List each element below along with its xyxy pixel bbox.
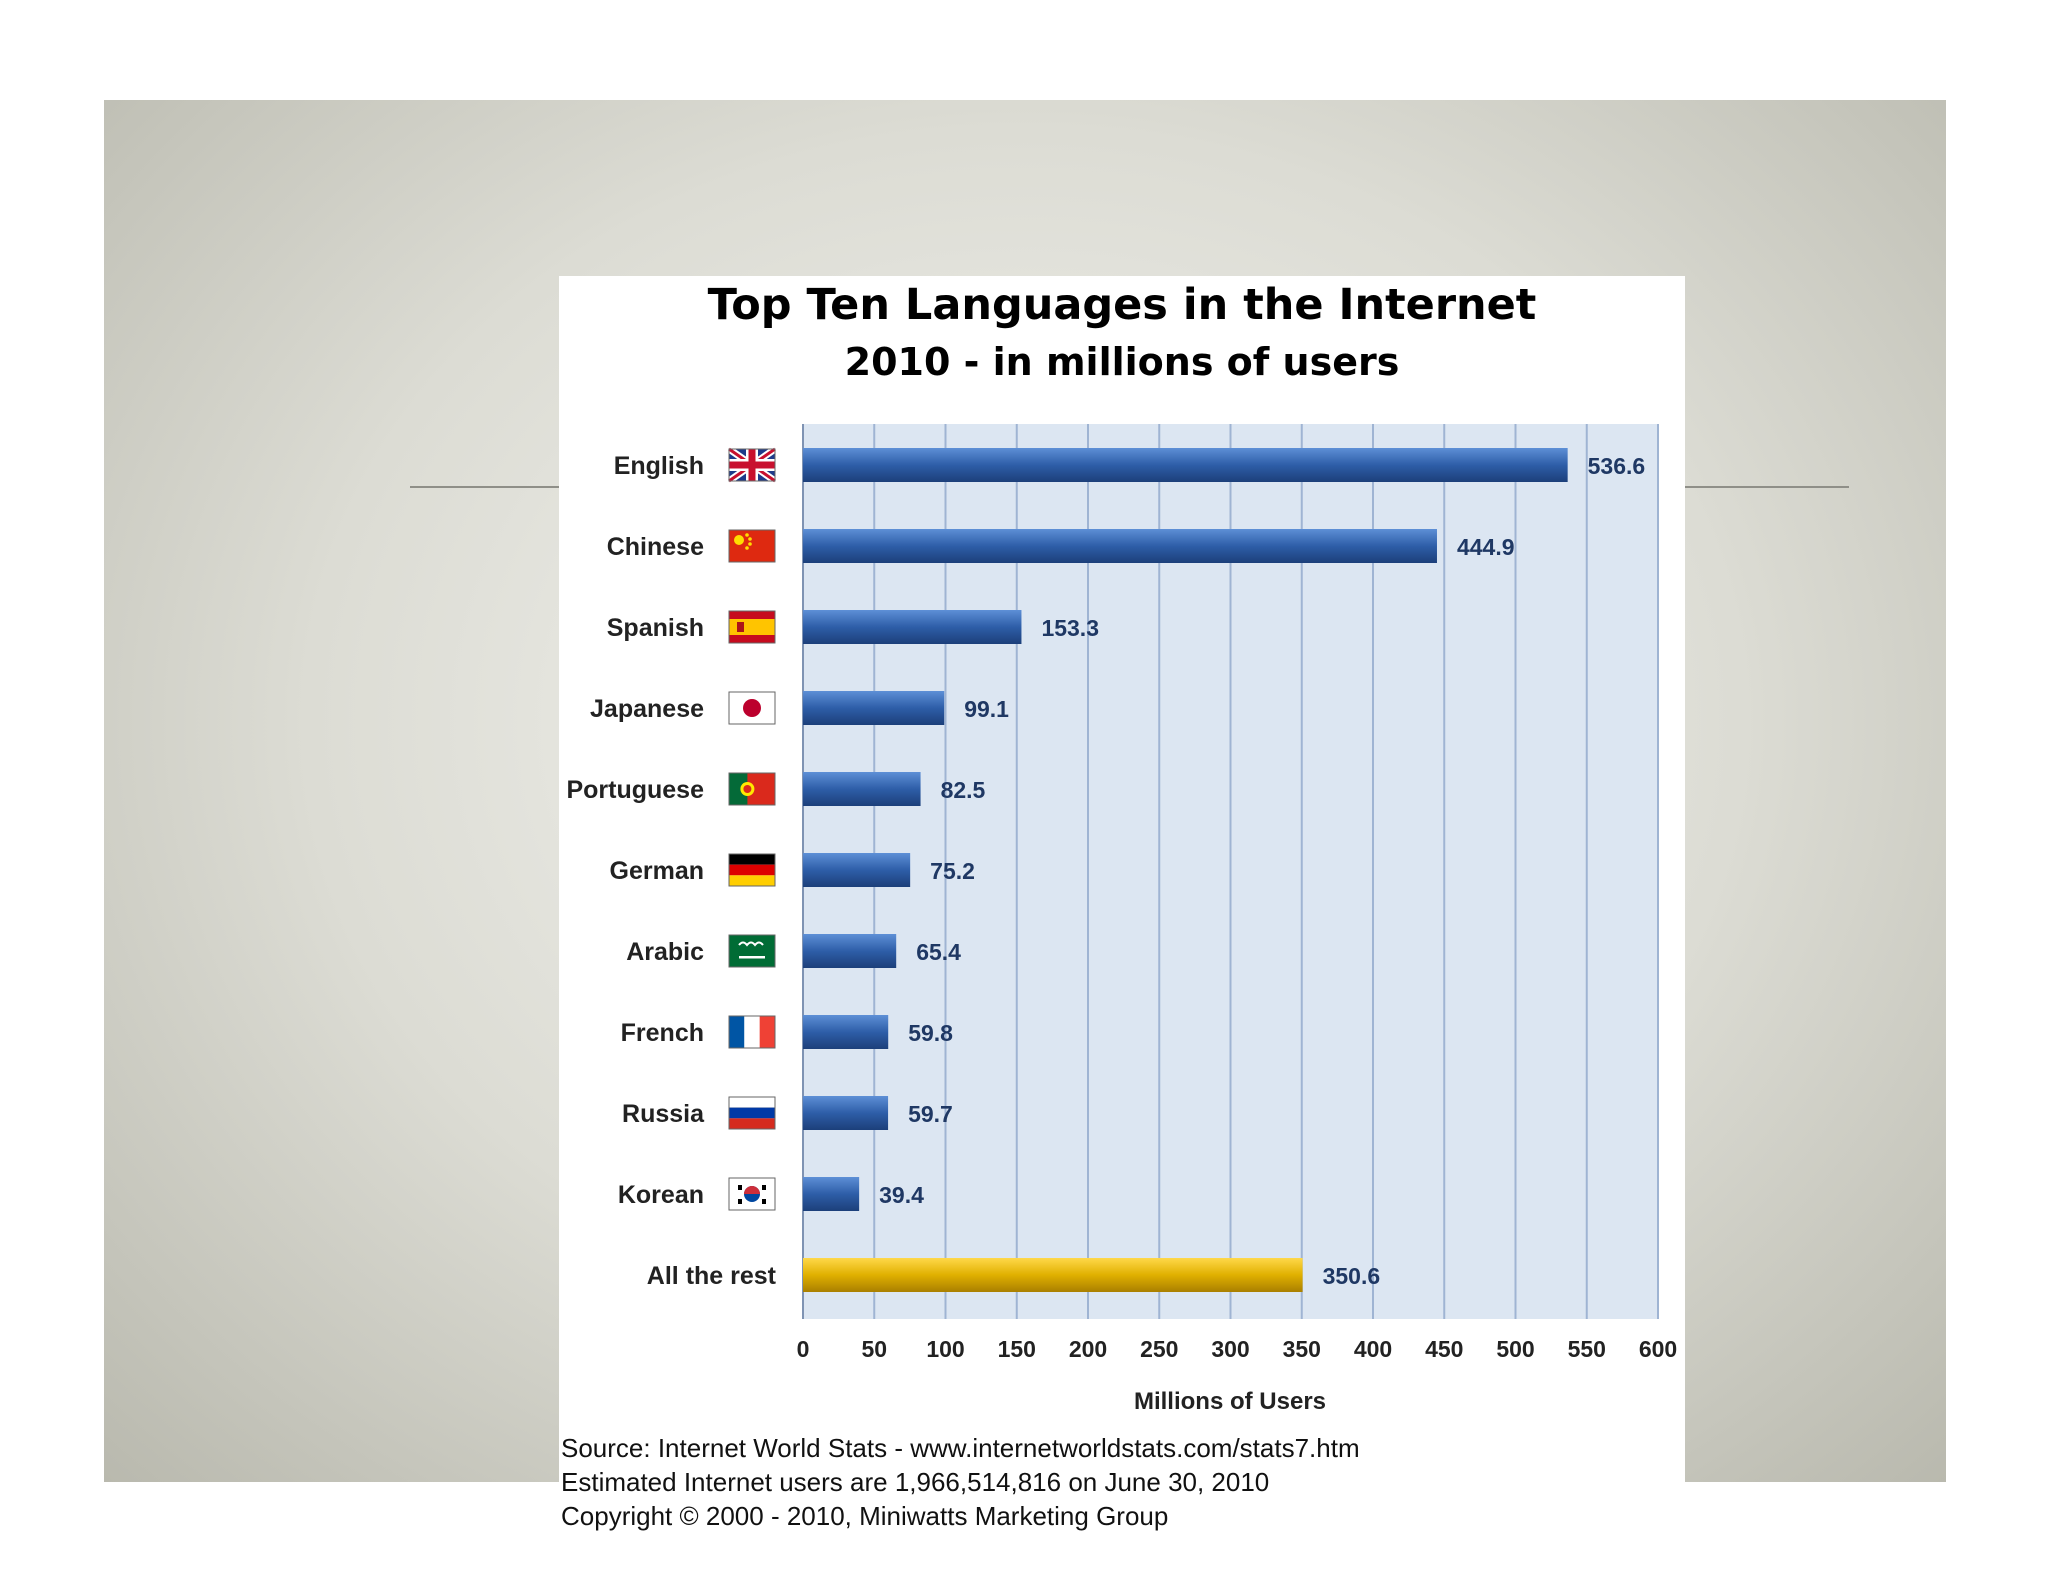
x-tick-label: 500: [1496, 1336, 1534, 1362]
category-label: English: [614, 452, 704, 480]
x-tick-label: 300: [1211, 1336, 1249, 1362]
japan-flag-icon: [728, 691, 776, 725]
south-korea-flag-icon: [728, 1177, 776, 1211]
value-label: 65.4: [916, 939, 961, 965]
x-tick-labels: 0 50 100 150 200 250 300 350 400 450 500 550 600: [797, 1336, 1678, 1362]
x-tick-label: 50: [861, 1336, 887, 1362]
bar: [803, 610, 1022, 644]
category-label: All the rest: [647, 1262, 777, 1290]
category-label: Spanish: [607, 614, 704, 642]
spain-flag-icon: [728, 610, 776, 644]
value-label: 39.4: [879, 1182, 924, 1208]
chart-title: Top Ten Languages in the Internet: [708, 280, 1537, 330]
x-tick-label: 550: [1568, 1336, 1606, 1362]
category-label: Japanese: [590, 695, 704, 723]
saudi-arabia-flag-icon: [728, 934, 776, 968]
category-label: Chinese: [607, 533, 704, 561]
bar-chart: Top Ten Languages in the Internet 2010 -…: [566, 280, 1678, 1415]
source-note: Source: Internet World Stats - www.inter…: [561, 1433, 1360, 1463]
value-label: 444.9: [1457, 534, 1515, 560]
x-tick-label: 400: [1354, 1336, 1392, 1362]
germany-flag-icon: [728, 853, 776, 887]
x-tick-label: 100: [926, 1336, 964, 1362]
value-label: 99.1: [964, 696, 1009, 722]
russia-flag-icon: [728, 1096, 776, 1130]
category-label: Russia: [622, 1100, 705, 1128]
x-tick-label: 200: [1069, 1336, 1107, 1362]
china-flag-icon: [728, 529, 776, 563]
x-tick-label: 450: [1425, 1336, 1463, 1362]
x-tick-label: 350: [1283, 1336, 1321, 1362]
bar: [803, 691, 945, 725]
copyright-note: Copyright © 2000 - 2010, Miniwatts Marke…: [561, 1501, 1169, 1531]
value-label: 59.7: [908, 1101, 953, 1127]
portugal-flag-icon: [728, 772, 776, 806]
category-label: Korean: [618, 1181, 704, 1209]
x-tick-label: 150: [998, 1336, 1036, 1362]
uk-flag-icon: [727, 446, 777, 484]
x-tick-label: 250: [1140, 1336, 1178, 1362]
value-label: 153.3: [1041, 615, 1099, 641]
bar: [803, 1015, 889, 1049]
bar: [803, 853, 911, 887]
bar: [803, 448, 1568, 482]
flags: [727, 446, 777, 1211]
category-label: German: [610, 857, 704, 885]
estimate-note: Estimated Internet users are 1,966,514,8…: [561, 1467, 1270, 1497]
bar: [803, 1258, 1303, 1292]
bar: [803, 1096, 889, 1130]
category-labels: English Chinese Spanish Japanese Portuguese G…: [566, 452, 776, 1290]
x-axis-title: Millions of Users: [1134, 1388, 1326, 1415]
bar: [803, 772, 921, 806]
category-label: French: [621, 1019, 704, 1047]
value-label: 536.6: [1588, 453, 1646, 479]
chart-subtitle: 2010 - in millions of users: [845, 340, 1400, 384]
x-tick-label: 600: [1639, 1336, 1677, 1362]
france-flag-icon: [728, 1015, 776, 1049]
bar: [803, 934, 897, 968]
value-label: 75.2: [930, 858, 975, 884]
bar: [803, 529, 1437, 563]
value-label: 59.8: [908, 1020, 953, 1046]
slide-rule-right: [1684, 486, 1849, 488]
value-label: 82.5: [941, 777, 986, 803]
x-tick-label: 0: [797, 1336, 810, 1362]
value-labels: 536.6 444.9 153.3 99.1 82.5 75.2 65.4 59.8 59.7 3…: [879, 453, 1645, 1289]
category-label: Arabic: [626, 938, 704, 966]
category-label: Portuguese: [566, 776, 704, 804]
slide-rule-left: [410, 486, 560, 488]
bar: [803, 1177, 860, 1211]
bars: [803, 448, 1568, 1292]
chart-card: Top Ten Languages in the Internet 2010 -…: [559, 276, 1685, 1536]
value-label: 350.6: [1323, 1263, 1381, 1289]
slide-background: Top Ten Languages in the Internet 2010 -…: [104, 100, 1946, 1536]
